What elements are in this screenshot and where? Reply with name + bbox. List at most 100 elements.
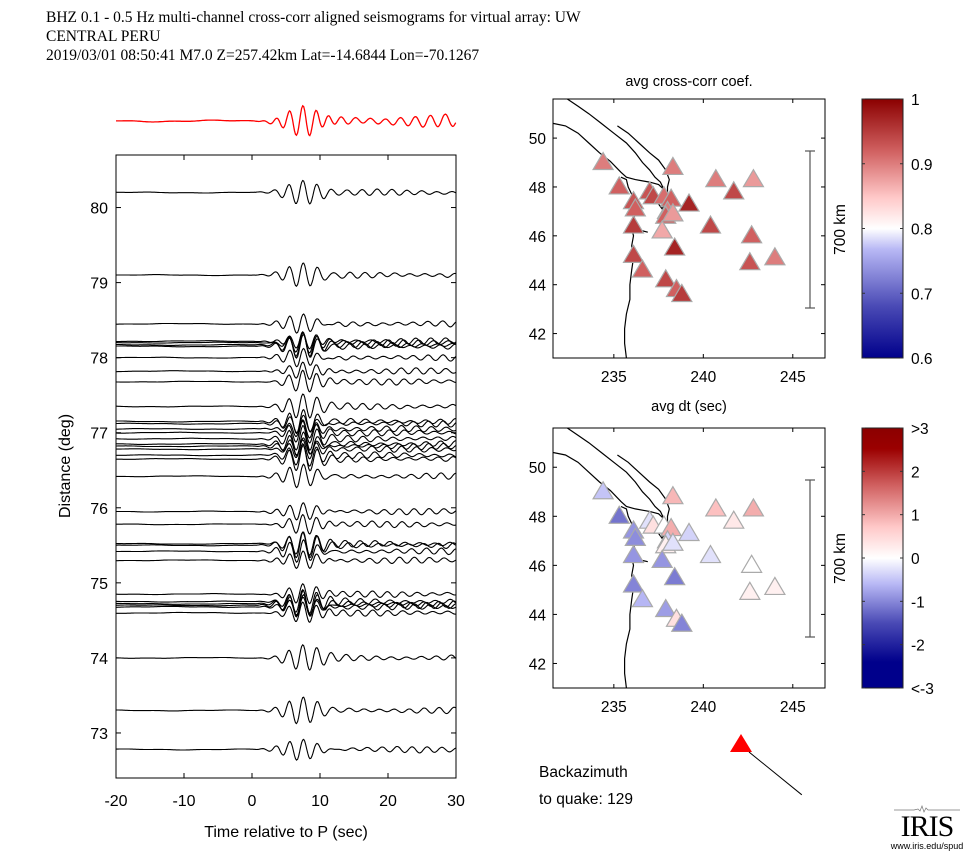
iris-logo: IRIS www.iris.edu/spud	[884, 805, 970, 851]
colorbar-tick-label: -1	[911, 594, 925, 611]
map-y-tick-label: 50	[529, 131, 547, 148]
station-triangle	[654, 598, 677, 618]
backazimuth-value: to quake: 129	[539, 791, 633, 808]
colorbar-tick-label: 2	[911, 464, 920, 481]
station-triangle	[704, 168, 727, 188]
x-tick-label: 30	[447, 793, 465, 810]
coastline	[553, 99, 665, 190]
colorbar-tick-label: >3	[911, 421, 929, 438]
seismogram-logo-icon	[894, 805, 960, 813]
station-triangle	[704, 497, 727, 517]
station-triangle	[738, 581, 761, 600]
map-y-tick-label: 50	[529, 460, 547, 477]
map-y-tick-label: 42	[529, 327, 546, 344]
station-triangle	[763, 576, 786, 596]
seismogram-trace	[116, 425, 456, 452]
station-triangle	[622, 244, 645, 263]
station-triangle	[661, 532, 684, 551]
map-x-tick-label: 235	[601, 369, 627, 386]
station-triangle	[738, 251, 761, 271]
station-triangle	[622, 544, 645, 564]
seismogram-trace	[116, 420, 456, 444]
backazimuth-label: Backazimuth	[539, 764, 628, 781]
title-line-3: 2019/03/01 08:50:41 M7.0 Z=257.42km Lat=…	[46, 47, 480, 64]
iris-logo-text: IRIS	[900, 810, 955, 843]
map-y-tick-label: 46	[529, 558, 546, 575]
station-triangle	[654, 268, 677, 288]
coastline	[617, 454, 670, 540]
colorbar-tick-label: 0.9	[911, 157, 933, 174]
station-triangle	[622, 214, 645, 234]
seismogram-trace	[116, 439, 456, 460]
y-tick-label: 75	[90, 576, 108, 593]
colorbar-dt-gradient	[861, 427, 904, 689]
title-line-2: CENTRAL PERU	[46, 28, 161, 45]
station-triangle	[661, 202, 684, 222]
seismogram-section-panel: -20 -10 0 10 20 30 73 74 75 76 77 78 79 80 Time relat…	[57, 154, 465, 841]
seismogram-trace	[116, 643, 456, 671]
station-triangle	[651, 549, 674, 569]
map-y-tick-label: 48	[529, 509, 546, 526]
station-triangle	[608, 505, 631, 524]
station-triangle	[631, 258, 654, 278]
map2-frame	[552, 427, 826, 689]
seismogram-trace	[116, 347, 456, 368]
seismogram-trace	[116, 696, 456, 725]
station-triangle	[699, 214, 722, 234]
colorbar-cc-gradient	[861, 98, 904, 359]
seismogram-trace	[116, 601, 456, 624]
x-axis-label: Time relative to P (sec)	[204, 824, 368, 841]
x-tick-label: 10	[311, 793, 329, 810]
seismogram-frame	[115, 154, 457, 779]
map-x-tick-label: 240	[690, 369, 716, 386]
seismogram-trace	[116, 513, 456, 535]
seismogram-trace	[116, 313, 456, 334]
station-triangle	[670, 613, 693, 632]
seismogram-trace	[116, 583, 456, 605]
scale-bar-label: 700 km	[832, 204, 849, 255]
colorbar-tick-label: 1	[911, 508, 920, 525]
station-triangle	[661, 156, 684, 176]
seismogram-trace	[116, 590, 456, 618]
map-x-tick-label: 245	[780, 699, 806, 716]
seismogram-trace	[116, 179, 456, 205]
seismogram-trace	[116, 463, 456, 489]
colorbar-tick-label: 0.8	[911, 222, 933, 239]
map1-title: avg cross-corr coef.	[625, 74, 752, 90]
scale-bar-label: 700 km	[832, 533, 849, 584]
seismogram-trace	[116, 333, 456, 359]
colorbar-tick-label: 1	[911, 92, 920, 109]
station-triangle	[631, 588, 654, 608]
colorbar-tick-label: <-3	[911, 681, 934, 698]
station-triangle	[742, 168, 765, 188]
y-tick-label: 79	[90, 276, 108, 293]
seismogram-trace	[116, 442, 456, 467]
backazimuth-line	[748, 751, 803, 796]
station-triangle	[592, 480, 615, 500]
map-y-tick-label: 42	[529, 656, 546, 673]
colorbar-tick-label: 0.6	[911, 351, 933, 368]
station-triangle	[624, 197, 647, 217]
map2-title: avg dt (sec)	[651, 399, 727, 415]
map-y-tick-label: 44	[529, 278, 547, 295]
map-avg-dt: avg dt (sec) 235 240 245 42 44 46 48 50 700 km	[529, 399, 849, 716]
seismogram-trace	[116, 393, 456, 419]
quake-direction-marker	[730, 734, 752, 752]
map-y-tick-label: 46	[529, 229, 546, 246]
seismogram-trace	[116, 369, 456, 393]
station-triangle	[608, 175, 631, 195]
colorbar-tick-label: 0.7	[911, 286, 933, 303]
map-y-tick-label: 44	[529, 607, 547, 624]
station-triangle	[722, 180, 745, 200]
station-triangle	[677, 522, 701, 542]
x-tick-label: 20	[379, 793, 397, 810]
station-triangle	[663, 566, 686, 586]
station-triangle	[722, 510, 745, 529]
colorbar-cross-corr: 1 0.9 0.8 0.7 0.6	[861, 92, 933, 368]
colorbar-dt: >3 2 1 0 -1 -2 <-3	[861, 421, 934, 698]
station-triangle	[622, 573, 645, 593]
coastline	[620, 505, 636, 688]
title-line-1: BHZ 0.1 - 0.5 Hz multi-channel cross-cor…	[46, 9, 581, 26]
coastline	[620, 176, 636, 358]
seismogram-trace	[116, 331, 456, 354]
